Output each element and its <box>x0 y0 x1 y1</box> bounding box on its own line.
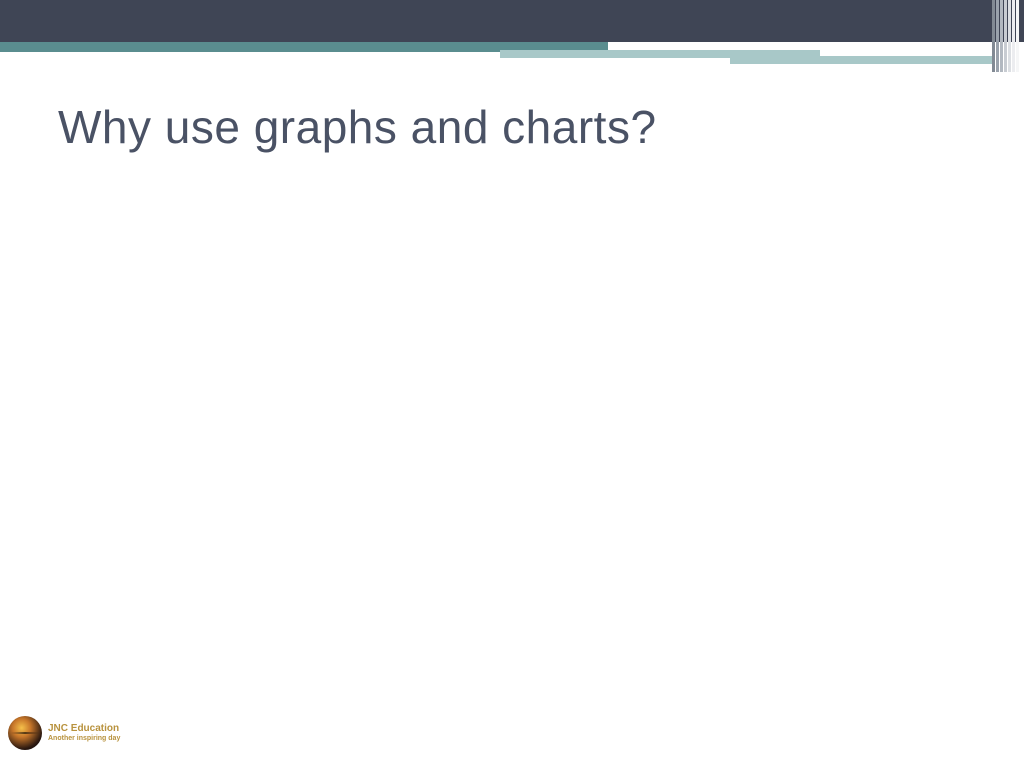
logo-line-1: JNC Education <box>48 724 120 734</box>
header-right-stripes <box>992 0 1024 72</box>
stripe <box>1008 0 1011 72</box>
stripe <box>1004 0 1007 72</box>
stripe <box>1000 0 1003 72</box>
header-accent-row <box>0 42 1024 62</box>
stripe <box>996 0 999 72</box>
stripe <box>992 0 995 72</box>
logo-icon <box>8 716 42 750</box>
header-top-bar <box>0 0 1024 42</box>
logo-text: JNC Education Another inspiring day <box>48 724 120 742</box>
stripe <box>1016 0 1019 72</box>
header-accent-light-2 <box>730 56 992 64</box>
stripe <box>1012 0 1015 72</box>
slide-title: Why use graphs and charts? <box>58 100 657 154</box>
logo-line-2: Another inspiring day <box>48 735 120 742</box>
logo-area: JNC Education Another inspiring day <box>8 716 120 750</box>
